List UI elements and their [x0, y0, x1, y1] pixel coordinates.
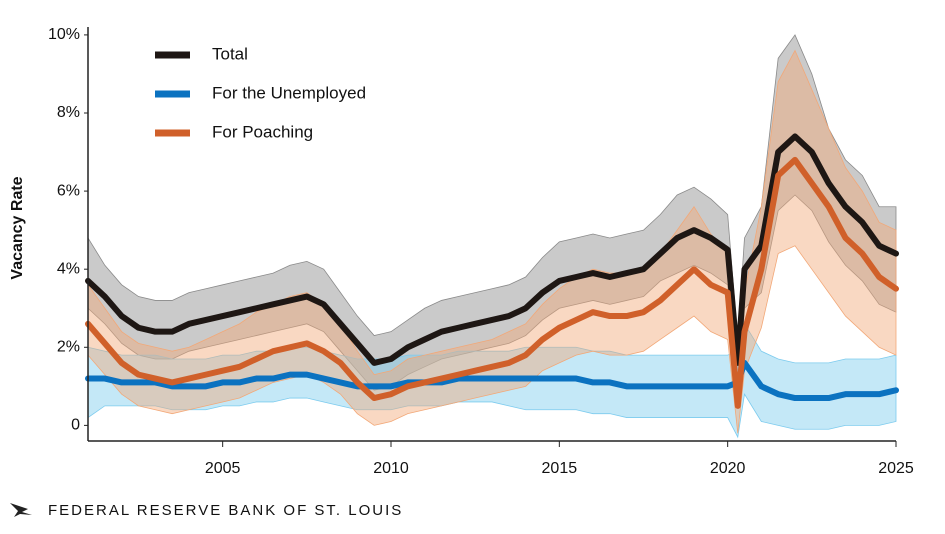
x-tick-label: 2005	[205, 460, 241, 477]
y-tick-label: 0	[71, 417, 80, 434]
y-tick-label: 8%	[57, 104, 80, 121]
series-line	[85, 359, 899, 402]
x-tick-label: 2015	[542, 460, 578, 477]
x-tick-label: 2010	[373, 460, 409, 477]
legend-label: For Poaching	[212, 122, 313, 141]
y-tick-label: 10%	[48, 26, 80, 43]
y-tick-label: 6%	[57, 182, 80, 199]
series-line	[85, 156, 899, 409]
plot-area	[85, 34, 899, 439]
logo-mark	[10, 503, 32, 517]
legend: Total For the Unemployed For Poaching	[155, 44, 366, 141]
source: FEDERAL RESERVE BANK OF ST. LOUIS	[48, 502, 403, 519]
y-tick-label: 4%	[57, 260, 80, 277]
y-axis-label: Vacancy Rate	[9, 176, 26, 279]
legend-label: For the Unemployed	[212, 83, 366, 102]
y-tick-label: 2%	[57, 339, 80, 356]
x-tick-label: 2020	[710, 460, 746, 477]
confidence-band	[87, 49, 897, 434]
logo	[10, 503, 32, 517]
x-tick-label: 2025	[878, 460, 914, 477]
legend-label: Total	[212, 44, 248, 63]
series-line	[85, 133, 899, 366]
